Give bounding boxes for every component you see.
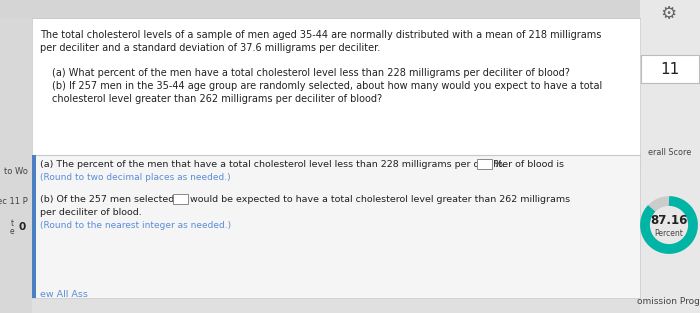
Text: (b) Of the 257 men selected,: (b) Of the 257 men selected, [40, 195, 177, 204]
FancyBboxPatch shape [0, 0, 700, 18]
Text: cholesterol level greater than 262 milligrams per deciliter of blood?: cholesterol level greater than 262 milli… [52, 94, 382, 104]
Text: omission Progr: omission Progr [637, 297, 700, 306]
FancyBboxPatch shape [32, 155, 640, 298]
Text: to Wo: to Wo [4, 167, 28, 176]
Text: per deciliter of blood.: per deciliter of blood. [40, 208, 141, 217]
FancyBboxPatch shape [32, 155, 36, 298]
Text: 0: 0 [18, 222, 26, 232]
Text: would be expected to have a total cholesterol level greater than 262 milligrams: would be expected to have a total choles… [190, 195, 570, 204]
FancyBboxPatch shape [32, 18, 640, 173]
FancyBboxPatch shape [640, 0, 700, 313]
FancyBboxPatch shape [173, 194, 188, 204]
FancyBboxPatch shape [641, 55, 699, 83]
Text: (Round to the nearest integer as needed.): (Round to the nearest integer as needed.… [40, 221, 231, 230]
Text: per deciliter and a standard deviation of 37.6 milligrams per deciliter.: per deciliter and a standard deviation o… [40, 43, 380, 53]
FancyBboxPatch shape [477, 159, 492, 169]
Text: Percent: Percent [654, 228, 683, 238]
Text: ew All Ass: ew All Ass [40, 290, 88, 299]
Text: (a) What percent of the men have a total cholesterol level less than 228 milligr: (a) What percent of the men have a total… [52, 68, 570, 78]
Text: The total cholesterol levels of a sample of men aged 35-44 are normally distribu: The total cholesterol levels of a sample… [40, 30, 601, 40]
Text: ⚙: ⚙ [660, 5, 676, 23]
Text: e: e [10, 227, 14, 236]
Text: 87.16: 87.16 [650, 214, 687, 228]
Text: t: t [10, 219, 13, 228]
FancyBboxPatch shape [0, 18, 32, 313]
Text: (a) The percent of the men that have a total cholesterol level less than 228 mil: (a) The percent of the men that have a t… [40, 160, 564, 169]
Text: ec 11 P: ec 11 P [0, 197, 28, 206]
Text: 11: 11 [660, 61, 680, 76]
Text: (Round to two decimal places as needed.): (Round to two decimal places as needed.) [40, 173, 230, 182]
Text: erall Score: erall Score [648, 148, 692, 157]
Text: (b) If 257 men in the 35-44 age group are randomly selected, about how many woul: (b) If 257 men in the 35-44 age group ar… [52, 81, 602, 91]
Text: %.: %. [494, 160, 506, 169]
